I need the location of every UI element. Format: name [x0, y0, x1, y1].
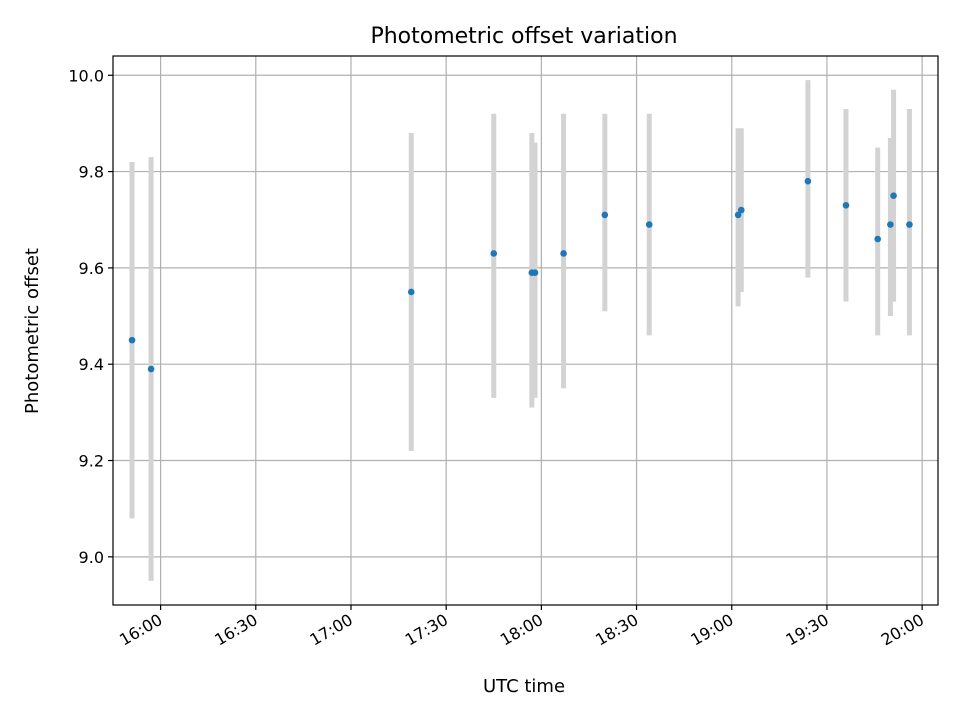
- data-point: [407, 288, 415, 296]
- data-point: [601, 211, 609, 219]
- x-axis-ticks: 16:00 16:30 17:00 17:30 18:00 18:30 19:00 19:30…: [116, 605, 927, 650]
- x-tick-label: 18:00: [497, 610, 546, 650]
- y-tick-label: 9.0: [79, 548, 104, 567]
- y-tick-label: 9.6: [79, 259, 104, 278]
- x-tick-label: 17:00: [307, 610, 356, 650]
- data-points: [128, 177, 913, 373]
- data-point: [645, 221, 653, 228]
- data-point: [560, 250, 567, 257]
- data-point: [804, 177, 812, 185]
- data-point: [887, 221, 894, 228]
- y-axis-ticks: 9.0 9.2 9.4 9.6 9.8 10.0: [68, 66, 113, 567]
- y-tick-label: 9.8: [79, 163, 104, 182]
- chart-title: Photometric offset variation: [370, 24, 677, 49]
- grid: [113, 56, 938, 605]
- x-tick-label: 19:30: [783, 610, 832, 650]
- y-axis-label: Photometric offset: [22, 248, 43, 414]
- x-tick-label: 17:30: [402, 610, 451, 650]
- x-axis-label: UTC time: [483, 676, 565, 697]
- data-point: [906, 221, 913, 228]
- data-point: [531, 269, 539, 277]
- error-bars: [129, 80, 912, 581]
- plot-frame: [112, 55, 939, 606]
- data-point: [490, 250, 498, 257]
- data-point: [842, 201, 850, 209]
- x-tick-label: 16:00: [116, 610, 165, 650]
- y-tick-label: 9.2: [79, 452, 104, 471]
- data-point: [128, 336, 136, 344]
- x-tick-label: 16:30: [211, 610, 260, 650]
- y-tick-label: 9.4: [79, 355, 104, 374]
- data-point: [737, 206, 745, 214]
- x-tick-label: 18:30: [592, 610, 641, 650]
- data-point: [890, 192, 897, 199]
- data-point: [874, 235, 882, 243]
- y-tick-label: 10.0: [68, 66, 104, 85]
- data-point: [734, 211, 742, 219]
- x-tick-label: 19:00: [687, 610, 736, 650]
- x-tick-label: 20:00: [878, 610, 927, 650]
- data-point: [147, 365, 155, 373]
